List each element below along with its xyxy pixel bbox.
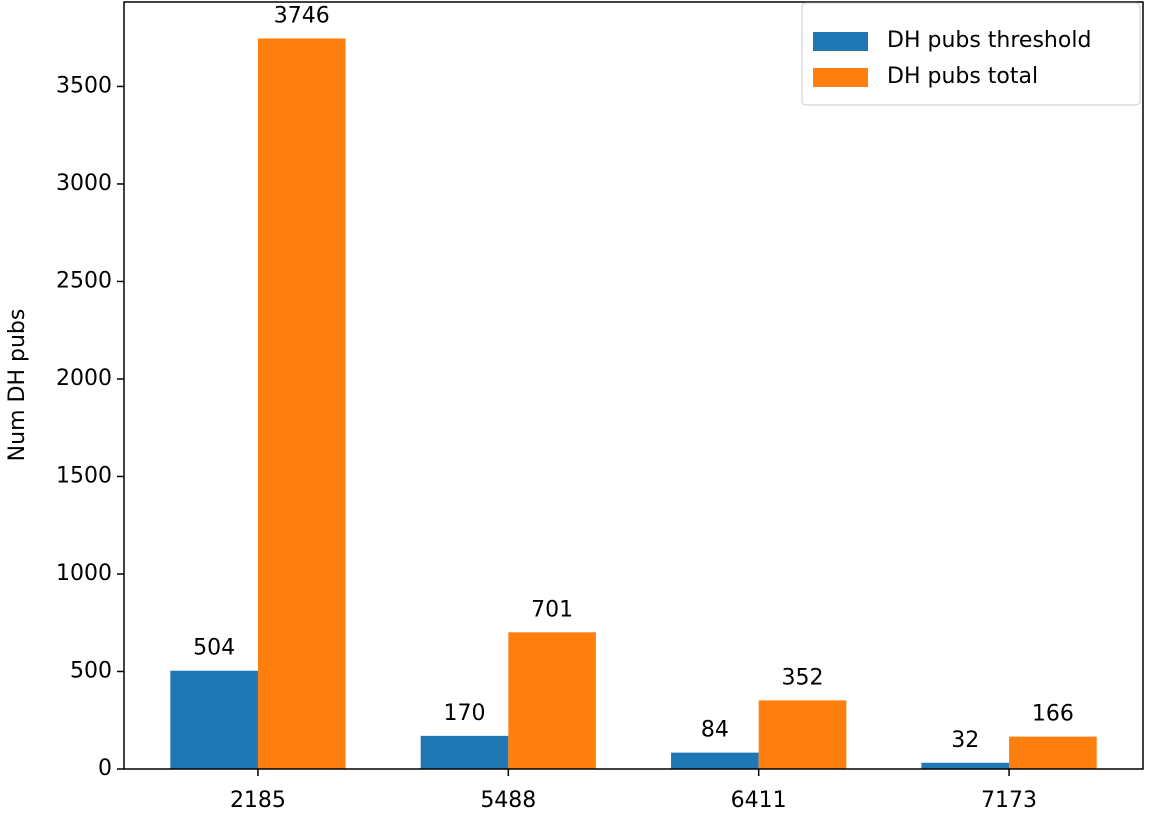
y-tick-label: 500 <box>70 658 112 683</box>
legend-swatch <box>813 32 868 51</box>
axes-frame <box>123 1 1144 770</box>
x-tick-label: 6411 <box>731 788 787 813</box>
legend-box <box>801 2 1141 106</box>
bar <box>758 700 847 769</box>
bar <box>671 752 759 769</box>
x-tick-label: 2185 <box>230 788 286 813</box>
value-label: 84 <box>701 718 729 743</box>
y-tick-label: 2000 <box>56 366 112 391</box>
y-tick-label: 1500 <box>56 463 112 488</box>
value-label: 701 <box>531 597 573 622</box>
value-label: 3746 <box>274 3 330 28</box>
legend-label: DH pubs threshold <box>887 28 1091 53</box>
bar <box>420 735 509 769</box>
value-label: 504 <box>193 636 235 661</box>
y-tick-label: 3000 <box>56 171 112 196</box>
value-label: 170 <box>444 701 486 726</box>
y-tick-label: 3500 <box>56 73 112 98</box>
legend-label: DH pubs total <box>887 64 1038 89</box>
y-tick-label: 1000 <box>56 561 112 586</box>
legend: DH pubs threshold DH pubs total <box>801 2 1141 106</box>
bar <box>921 762 1010 769</box>
y-tick-label: 0 <box>98 756 112 781</box>
value-label: 352 <box>781 665 823 690</box>
bar <box>257 38 346 770</box>
x-tick-label: 5488 <box>480 788 536 813</box>
x-tick-label: 7173 <box>981 788 1037 813</box>
y-tick-label: 2500 <box>56 268 112 293</box>
bar <box>1009 736 1097 769</box>
bar <box>170 670 258 769</box>
legend-swatch <box>813 68 868 87</box>
value-label: 32 <box>951 728 979 753</box>
y-axis-label: Num DH pubs <box>5 309 30 462</box>
bar <box>508 632 596 769</box>
value-label: 166 <box>1032 702 1074 727</box>
